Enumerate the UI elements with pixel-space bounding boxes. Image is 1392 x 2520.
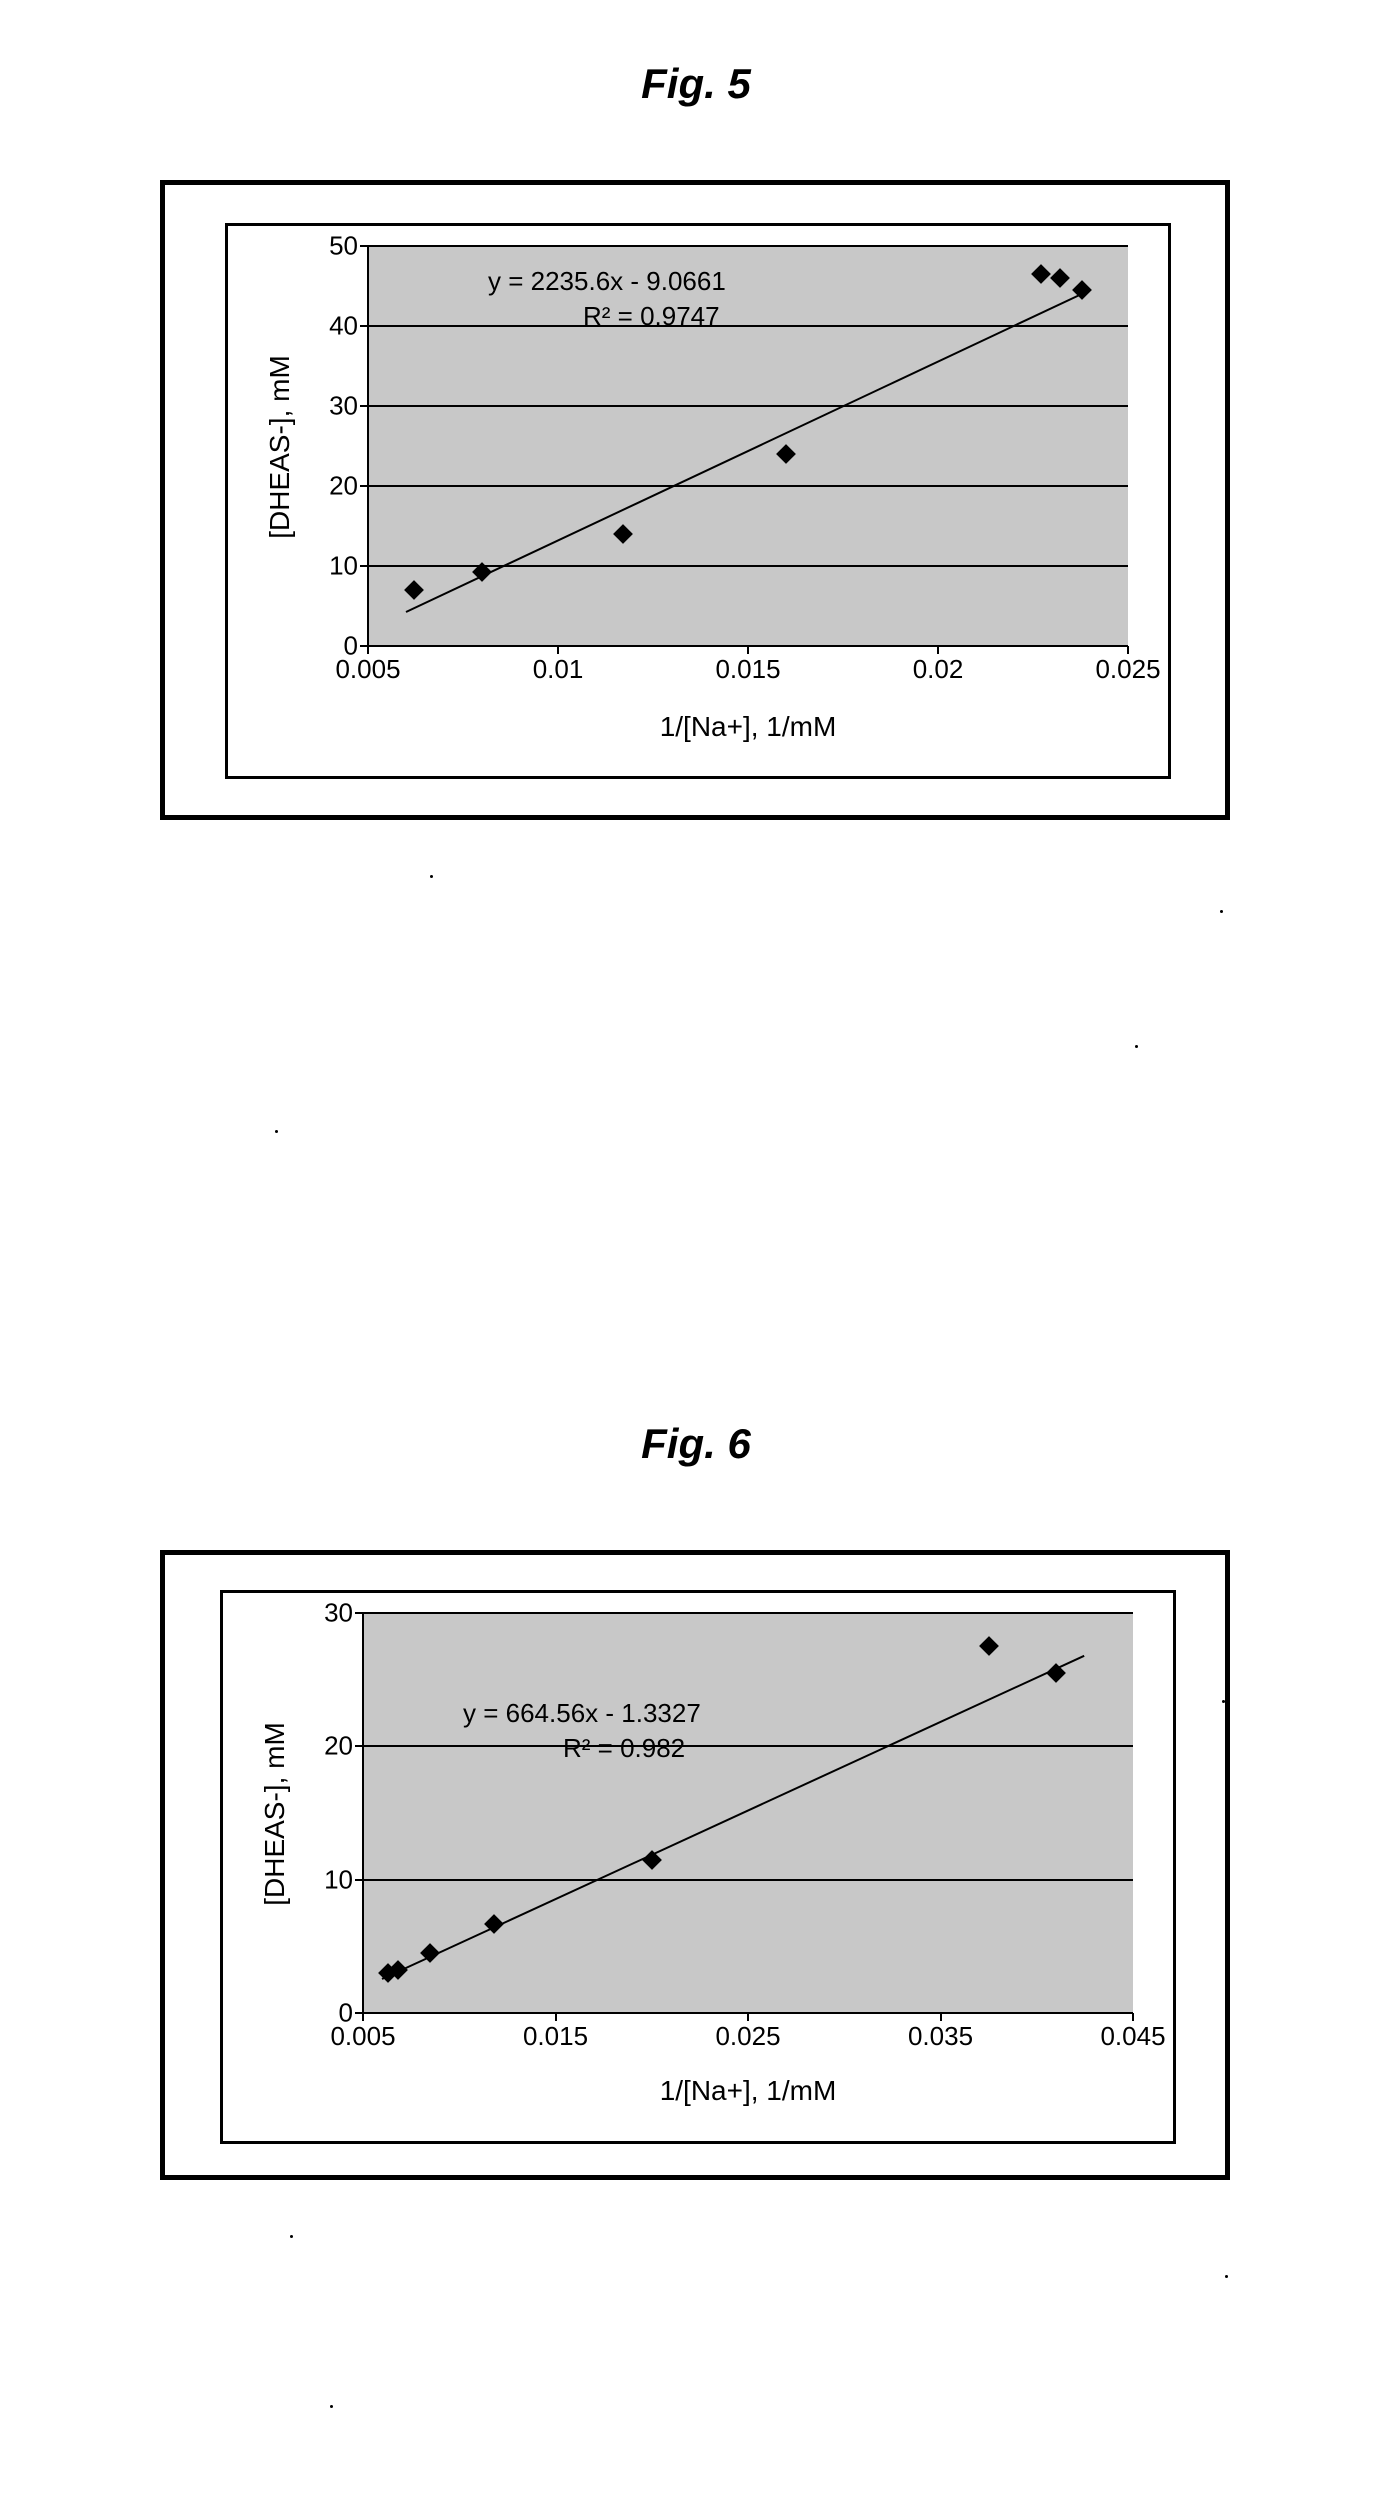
xtick-label: 0.045 [1100, 2021, 1165, 2052]
data-point [1050, 268, 1070, 288]
artifact-dot [275, 1130, 278, 1133]
xtick-mark [367, 646, 369, 654]
gridline [363, 1612, 1133, 1614]
fig6-ylabel: [DHEAS-], mM [259, 1722, 291, 1906]
x-axis-line [368, 645, 1128, 647]
fig6-outer-frame: [DHEAS-], mM y = 664.56x - 1.3327 R² = 0… [160, 1550, 1230, 2180]
gridline [363, 1879, 1133, 1881]
ytick-label: 10 [329, 551, 358, 582]
fig5-equation: y = 2235.6x - 9.0661 [488, 266, 726, 297]
xtick-label: 0.025 [1095, 654, 1160, 685]
artifact-dot [290, 2235, 293, 2238]
artifact-dot [430, 875, 433, 878]
data-point [979, 1636, 999, 1656]
gridline [368, 405, 1128, 407]
data-point [1031, 264, 1051, 284]
fig6-plot-area: y = 664.56x - 1.3327 R² = 0.982 01020300… [363, 1613, 1133, 2013]
artifact-dot [330, 2405, 333, 2408]
xtick-label: 0.025 [715, 2021, 780, 2052]
ytick-label: 20 [324, 1731, 353, 1762]
fig5-outer-frame: [DHEAS-], mM y = 2235.6x - 9.0661 R² = 0… [160, 180, 1230, 820]
ytick-label: 30 [329, 391, 358, 422]
artifact-dot [1222, 1700, 1225, 1703]
ytick-label: 20 [329, 471, 358, 502]
xtick-label: 0.035 [908, 2021, 973, 2052]
xtick-mark [1127, 646, 1129, 654]
data-point [613, 524, 633, 544]
fig5-ylabel: [DHEAS-], mM [264, 355, 296, 539]
fig5-xlabel: 1/[Na+], 1/mM [660, 711, 837, 743]
xtick-label: 0.02 [913, 654, 964, 685]
xtick-mark [747, 2013, 749, 2021]
gridline [363, 1745, 1133, 1747]
fig5-plot-area: y = 2235.6x - 9.0661 R² = 0.9747 0102030… [368, 246, 1128, 646]
data-point [776, 444, 796, 464]
xtick-label: 0.015 [523, 2021, 588, 2052]
fig5-r2: R² = 0.9747 [583, 301, 720, 332]
artifact-dot [1220, 910, 1223, 913]
xtick-mark [747, 646, 749, 654]
xtick-mark [362, 2013, 364, 2021]
xtick-mark [555, 2013, 557, 2021]
ytick-label: 50 [329, 231, 358, 262]
xtick-mark [940, 2013, 942, 2021]
ytick-label: 10 [324, 1864, 353, 1895]
xtick-mark [937, 646, 939, 654]
x-axis-line [363, 2012, 1133, 2014]
ytick-label: 40 [329, 311, 358, 342]
xtick-label: 0.015 [715, 654, 780, 685]
ytick-label: 30 [324, 1598, 353, 1629]
fig6-title: Fig. 6 [0, 1420, 1392, 1468]
gridline [368, 245, 1128, 247]
xtick-mark [1132, 2013, 1134, 2021]
y-axis-line [367, 246, 369, 646]
fig5-title: Fig. 5 [0, 60, 1392, 108]
fig6-inner-frame: [DHEAS-], mM y = 664.56x - 1.3327 R² = 0… [220, 1590, 1176, 2144]
y-axis-line [362, 1613, 364, 2013]
xtick-label: 0.005 [335, 654, 400, 685]
artifact-dot [1135, 1045, 1138, 1048]
page: Fig. 5 [DHEAS-], mM y = 2235.6x - 9.0661… [0, 0, 1392, 2520]
fig5-inner-frame: [DHEAS-], mM y = 2235.6x - 9.0661 R² = 0… [225, 223, 1171, 779]
xtick-mark [557, 646, 559, 654]
fig6-equation: y = 664.56x - 1.3327 [463, 1698, 701, 1729]
artifact-dot [1225, 2275, 1228, 2278]
gridline [368, 485, 1128, 487]
fig6-xlabel: 1/[Na+], 1/mM [660, 2075, 837, 2107]
xtick-label: 0.01 [533, 654, 584, 685]
xtick-label: 0.005 [330, 2021, 395, 2052]
fig6-r2: R² = 0.982 [563, 1733, 685, 1764]
data-point [404, 580, 424, 600]
